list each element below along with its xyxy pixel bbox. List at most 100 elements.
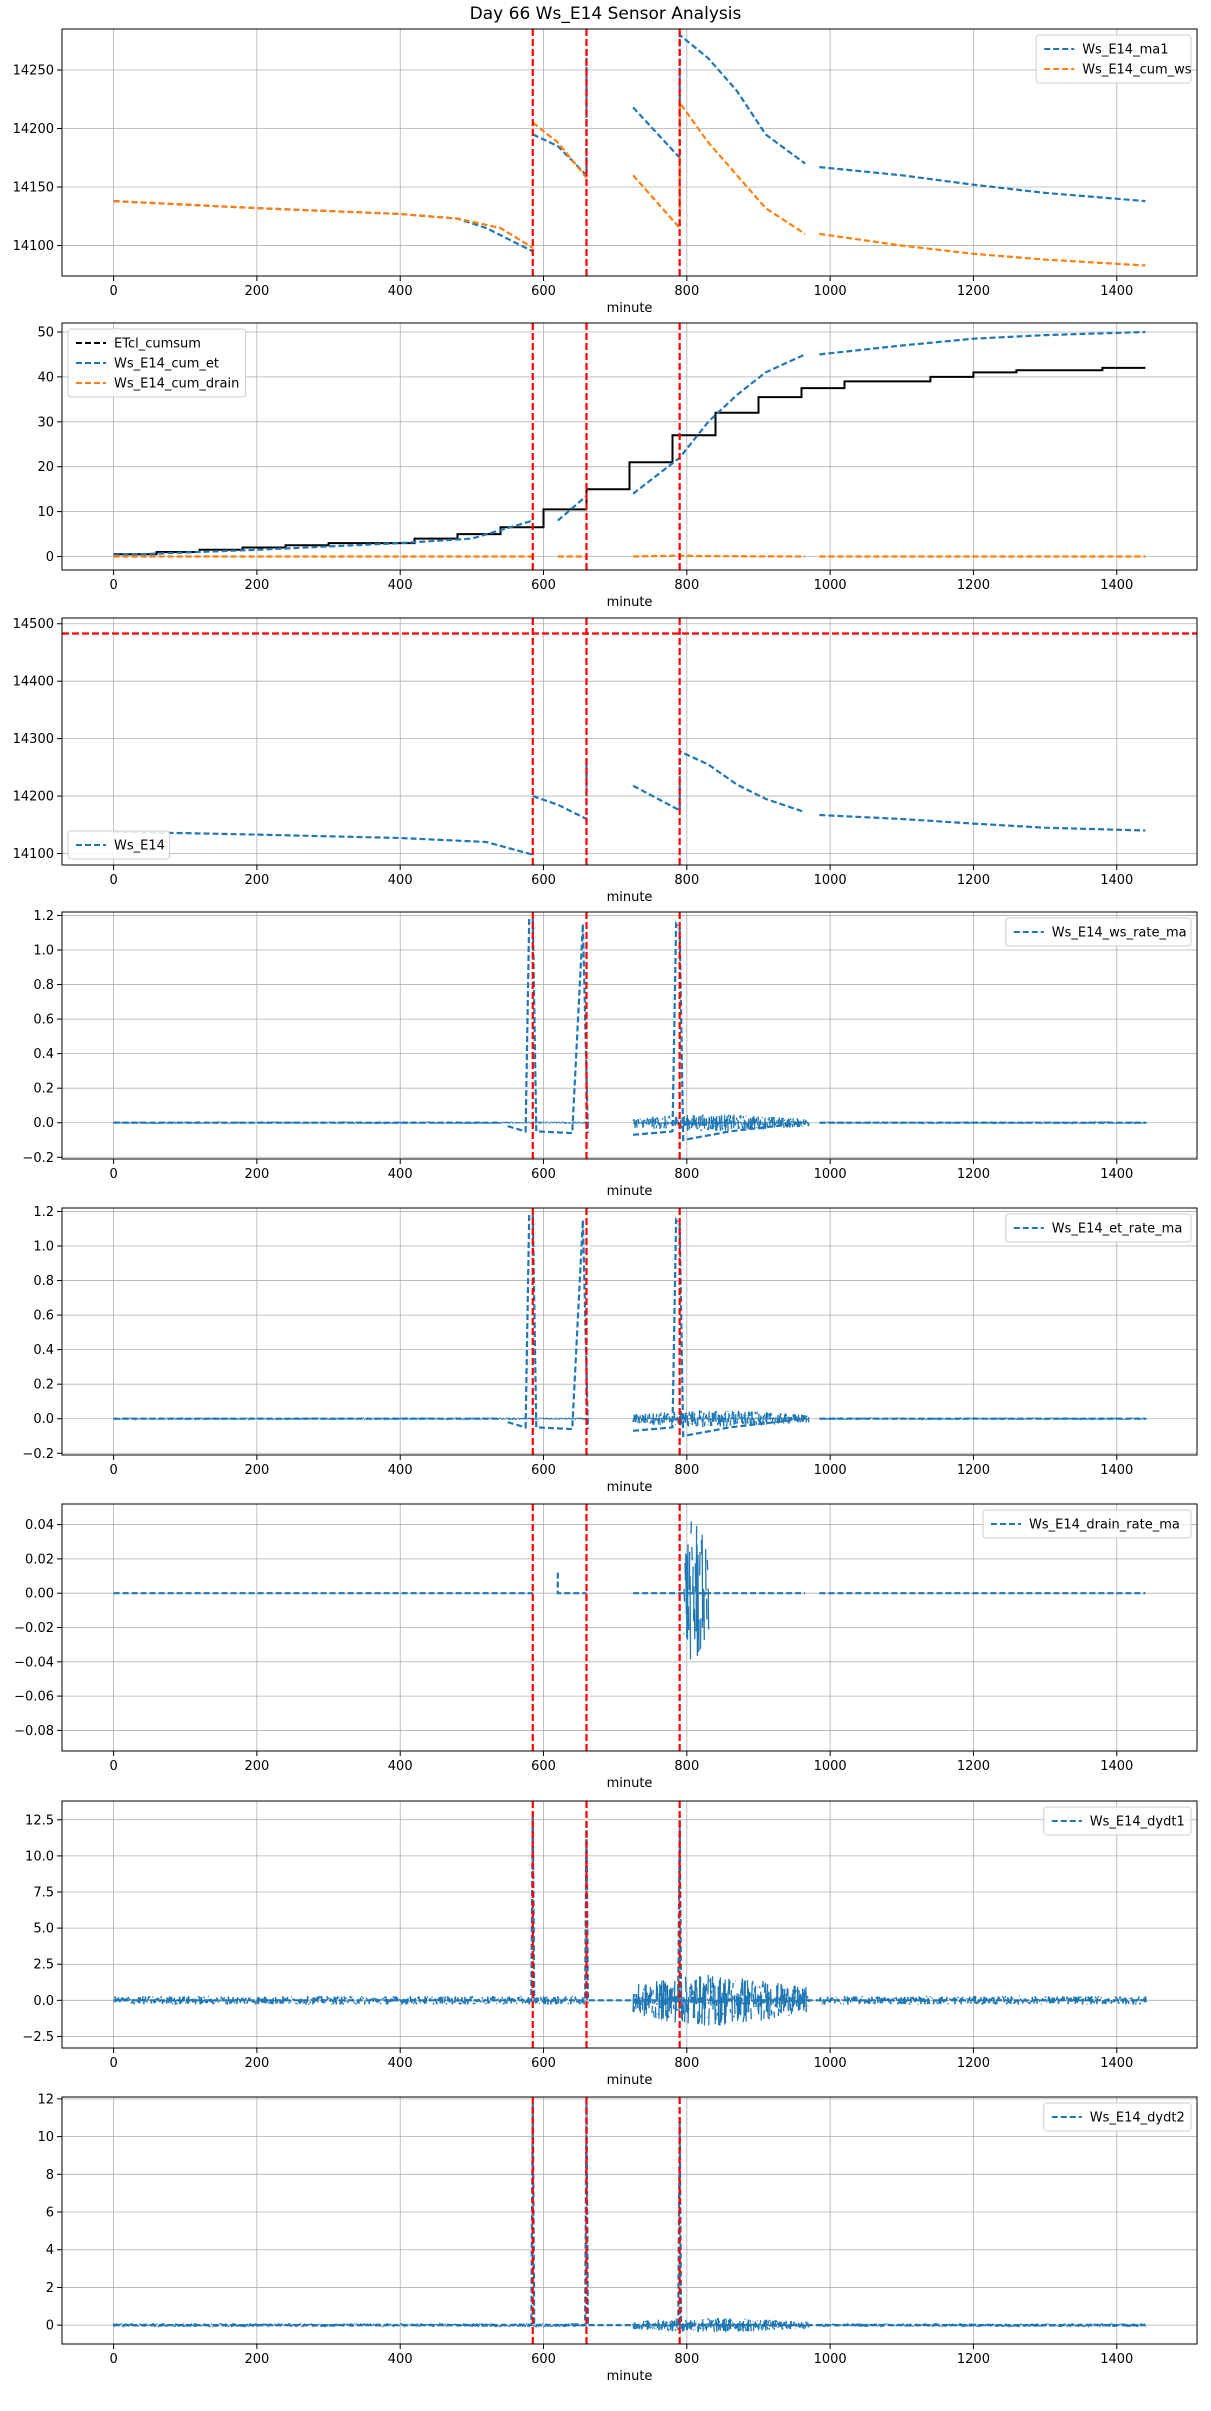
y-tick-label: 14200 <box>13 790 54 805</box>
x-tick-label: 1400 <box>1100 1167 1133 1182</box>
x-tick-label: 400 <box>388 1167 413 1182</box>
axes-frame <box>61 1800 1198 2049</box>
legend: ETcl_cumsum Ws_E14_cum_et Ws_E14_cum_drain <box>67 328 247 398</box>
legend-label: Ws_E14_ma1 <box>1082 43 1168 58</box>
plot-area <box>113 29 1146 276</box>
x-tick-label: 1200 <box>957 2056 990 2071</box>
legend-label: Ws_E14_drain_rate_ma <box>1029 1518 1180 1533</box>
x-tick-label: 1400 <box>1100 873 1133 888</box>
series-line-Ws_E14 <box>532 758 588 821</box>
x-tick-label: 0 <box>109 578 117 593</box>
series-line-Ws_E14_cum_drain <box>633 554 806 558</box>
y-tick-label: 40 <box>37 370 54 385</box>
x-tick-label: 1000 <box>814 1167 847 1182</box>
chart-panel-7: 0 200 400 600 800 1000 1200 1400 −2.5 0.0 2.5 5.0 7.… <box>22 1800 1198 2088</box>
series-line-Ws_E14_ws_rate_ma <box>633 920 806 1142</box>
legend: Ws_E14_ws_rate_ma <box>1005 917 1192 947</box>
x-tick-label: 1000 <box>814 2056 847 2071</box>
y-tick-label: 2.5 <box>33 1958 54 1973</box>
chart-panel-8: 0 200 400 600 800 1000 1200 1400 0 2 4 6 8 10 12 minute… <box>37 2092 1198 2384</box>
x-tick-label: 1000 <box>814 1463 847 1478</box>
legend-label: Ws_E14_ws_rate_ma <box>1052 926 1187 941</box>
y-tick-label: 0 <box>46 550 54 565</box>
y-tick-label: 50 <box>37 325 54 340</box>
legend: Ws_E14_dydt1 <box>1043 1806 1192 1836</box>
axes-frame <box>61 617 1198 866</box>
x-tick-label: 400 <box>388 2352 413 2367</box>
y-tick-label: −0.02 <box>14 1621 54 1636</box>
series-burst-Ws_E14_et_rate_ma <box>632 1410 810 1428</box>
x-tick-label: 1400 <box>1100 578 1133 593</box>
x-tick-label: 600 <box>531 284 556 299</box>
legend-label: Ws_E14 <box>114 839 165 854</box>
series-line-Ws_E14_dydt1 <box>113 1812 1146 2002</box>
y-tick-label: 14150 <box>13 181 54 196</box>
x-tick-label: 1400 <box>1100 1463 1133 1478</box>
x-tick-label: 0 <box>109 1167 117 1182</box>
y-tick-label: −2.5 <box>22 2030 54 2045</box>
plot-area <box>113 912 1147 1159</box>
legend-label: Ws_E14_cum_ws <box>1082 63 1192 78</box>
series-burst-Ws_E14_drain_rate_ma <box>682 1521 710 1660</box>
plot-area <box>113 1801 1147 2048</box>
x-axis-label: minute <box>607 890 653 905</box>
legend-box <box>982 1509 1192 1539</box>
y-tick-label: 2 <box>46 2281 54 2296</box>
legend: Ws_E14 <box>67 830 171 860</box>
x-tick-label: 400 <box>388 873 413 888</box>
y-tick-label: 14400 <box>13 675 54 690</box>
x-axis-label: minute <box>607 1776 653 1791</box>
y-tick-label: 10 <box>37 505 54 520</box>
y-tick-label: 0.8 <box>33 978 54 993</box>
x-tick-label: 1000 <box>814 578 847 593</box>
axes-frame <box>61 2096 1198 2345</box>
x-tick-label: 400 <box>388 578 413 593</box>
y-tick-label: 12.5 <box>25 1813 54 1828</box>
series-line-Ws_E14_et_rate_ma <box>507 1213 589 1431</box>
y-tick-label: 14100 <box>13 239 54 254</box>
axes-frame <box>61 28 1198 277</box>
series-line-Ws_E14_cum_ws <box>532 121 588 179</box>
series-line-Ws_E14_dydt2 <box>113 2102 1146 2327</box>
x-tick-label: 200 <box>244 578 269 593</box>
x-tick-label: 1200 <box>957 2352 990 2367</box>
x-tick-label: 1000 <box>814 1759 847 1774</box>
x-tick-label: 800 <box>674 1463 699 1478</box>
series-line-Ws_E14_cum_ws <box>113 200 534 249</box>
y-tick-label: 14500 <box>13 617 54 632</box>
x-tick-label: 800 <box>674 284 699 299</box>
x-tick-label: 200 <box>244 284 269 299</box>
series-line-Ws_E14_ma1 <box>819 166 1146 203</box>
legend-box <box>1043 1806 1192 1836</box>
y-tick-label: 12 <box>37 2092 54 2107</box>
x-tick-label: 1000 <box>814 284 847 299</box>
axes-frame <box>61 322 1198 571</box>
series-line-Ws_E14 <box>632 749 806 814</box>
figure-title: Day 66 Ws_E14 Sensor Analysis <box>469 4 742 24</box>
plot-area <box>113 323 1146 570</box>
series-line-Ws_E14 <box>819 813 1146 832</box>
y-tick-label: 10 <box>37 2130 54 2145</box>
chart-panel-6: 0 200 400 600 800 1000 1200 1400 −0.08 −0.06 −0.04… <box>14 1503 1198 1791</box>
x-tick-label: 0 <box>109 284 117 299</box>
x-tick-label: 800 <box>674 1167 699 1182</box>
chart-panel-2: 0 200 400 600 800 1000 1200 1400 0 10 20 30 40 50 minu… <box>37 322 1198 610</box>
x-tick-label: 0 <box>109 1759 117 1774</box>
x-axis-label: minute <box>607 595 653 610</box>
x-tick-label: 1400 <box>1100 1759 1133 1774</box>
y-tick-label: 0.4 <box>33 1047 54 1062</box>
y-tick-label: 0 <box>46 2319 54 2334</box>
y-tick-label: 0.0 <box>33 1994 54 2009</box>
y-tick-label: 1.2 <box>33 909 54 924</box>
series-burst-Ws_E14_ws_rate_ma <box>632 1114 810 1132</box>
x-tick-label: 1200 <box>957 284 990 299</box>
x-tick-label: 800 <box>674 1759 699 1774</box>
chart-panel-4: 0 200 400 600 800 1000 1200 1400 −0.2 0.0 0.2 0.4 0.… <box>22 909 1198 1199</box>
series-line-Ws_E14_ma1 <box>532 44 588 178</box>
legend-box <box>1043 2102 1192 2132</box>
x-tick-label: 200 <box>244 2056 269 2071</box>
legend: Ws_E14_ma1 Ws_E14_cum_ws <box>1035 34 1192 84</box>
y-tick-label: 0.2 <box>33 1378 54 1393</box>
x-tick-label: 400 <box>388 1759 413 1774</box>
